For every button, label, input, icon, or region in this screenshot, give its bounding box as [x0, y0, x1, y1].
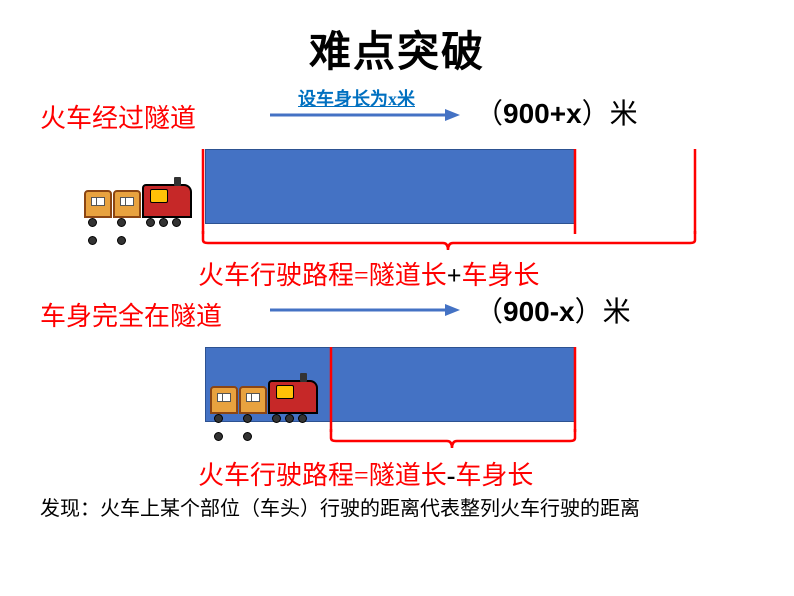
- tunnel-1: [205, 149, 575, 224]
- section1-label: 火车经过隧道: [40, 98, 196, 135]
- result-2: （900-x）米: [475, 290, 631, 330]
- bracket-left-1: [198, 149, 208, 234]
- bracket-left-2: [326, 347, 336, 432]
- page-title: 难点突破: [0, 0, 794, 79]
- section2-label: 车身完全在隧道: [40, 296, 222, 333]
- train-1: [84, 184, 192, 218]
- discovery-text: 发现：火车上某个部位（车头）行驶的距离代表整列火车行驶的距离: [40, 495, 760, 523]
- train-2: [210, 380, 318, 414]
- formula-1: 火车行驶路程=隧道长+车身长: [198, 255, 540, 292]
- arrow-1: [270, 105, 460, 125]
- curly-2: [328, 426, 578, 454]
- curly-1: [200, 228, 698, 256]
- arrow-2: [270, 300, 460, 320]
- bracket-right-2: [570, 347, 580, 432]
- bracket-right-1-inner: [570, 149, 580, 234]
- bracket-right-1-outer: [690, 149, 700, 234]
- result-1: （900+x）米: [475, 92, 638, 132]
- formula-2: 火车行驶路程=隧道长-车身长: [198, 455, 533, 492]
